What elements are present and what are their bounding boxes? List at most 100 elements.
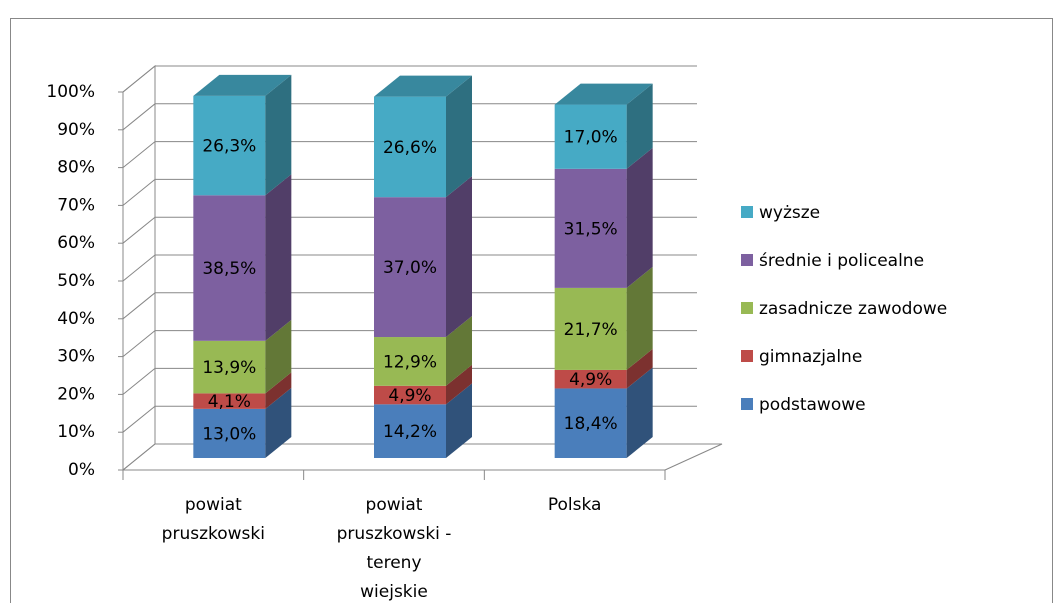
bar-top — [374, 75, 472, 97]
bar-side — [446, 364, 472, 405]
bar-front — [193, 408, 266, 458]
data-label: 12,9% — [383, 352, 437, 372]
y-tick-label: 20% — [57, 384, 95, 404]
bar-side — [626, 348, 653, 389]
bar-top — [554, 83, 653, 105]
bar-front — [374, 337, 446, 386]
bar-front — [554, 369, 627, 389]
data-label: 14,2% — [383, 422, 437, 442]
grid-line — [122, 216, 697, 244]
bar-side — [265, 74, 292, 196]
legend-swatch — [741, 398, 753, 410]
y-tick-label: 80% — [57, 158, 95, 178]
y-tick-label: 90% — [57, 120, 95, 140]
y-tick-label: 60% — [57, 233, 95, 253]
bar-front — [554, 287, 627, 370]
grid-line — [122, 178, 697, 206]
bar-segment — [554, 367, 653, 458]
x-tick-label: Polska — [547, 495, 602, 515]
bar-side — [446, 176, 472, 338]
legend-label: zasadnicze zawodowe — [759, 299, 947, 319]
data-label: 38,5% — [202, 259, 256, 279]
bar-side — [265, 387, 292, 458]
data-label: 31,5% — [564, 219, 618, 239]
bar-front — [374, 96, 446, 198]
bar-segment — [193, 174, 292, 341]
bar-side — [265, 372, 292, 409]
grid-line — [122, 65, 697, 93]
bar-segment — [554, 83, 653, 169]
bar-front — [374, 197, 446, 338]
data-label: 4,9% — [569, 370, 612, 390]
bar-front — [193, 393, 266, 409]
bar-segment — [193, 387, 292, 458]
bar-segment — [374, 383, 472, 458]
grid-line — [122, 367, 697, 395]
bar-front — [374, 385, 446, 405]
bar-side — [446, 75, 472, 198]
bar-front — [374, 404, 446, 458]
bar-front — [193, 195, 266, 341]
grid-line — [122, 330, 697, 357]
bar-segment — [554, 147, 653, 288]
x-tick-label: powiat pruszkowski — [161, 495, 265, 544]
data-label: 17,0% — [564, 128, 618, 148]
grid-line — [122, 103, 697, 131]
data-label: 4,9% — [388, 386, 431, 406]
grid-line — [122, 141, 697, 168]
y-tick-label: 50% — [57, 271, 95, 291]
bar-top — [193, 74, 292, 96]
bar-side — [265, 319, 292, 394]
legend-label: wyższe — [759, 203, 820, 223]
bar-segment — [374, 364, 472, 405]
data-label: 4,1% — [208, 392, 251, 412]
legend-label: gimnazjalne — [759, 347, 862, 367]
data-label: 37,0% — [383, 258, 437, 278]
legend-label: podstawowe — [759, 395, 866, 415]
grid-line — [122, 292, 697, 320]
bar-side — [446, 316, 472, 386]
data-label: 18,4% — [564, 414, 618, 434]
y-tick-label: 10% — [57, 422, 95, 442]
legend-swatch — [741, 206, 753, 218]
bar-side — [265, 174, 292, 341]
y-tick-label: 0% — [68, 460, 95, 480]
bar-segment — [193, 372, 292, 409]
bar-segment — [554, 266, 653, 370]
y-tick-label: 100% — [46, 82, 95, 102]
legend-label: średnie i policealne — [759, 251, 924, 271]
x-tick-label: powiat pruszkowski - tereny wiejskie — [336, 495, 452, 602]
legend-swatch — [741, 350, 753, 362]
bar-front — [554, 104, 627, 169]
grid-line — [122, 443, 697, 471]
bar-front — [193, 340, 266, 394]
bar-front — [193, 95, 266, 196]
bar-side — [446, 383, 472, 458]
data-label: 13,9% — [202, 358, 256, 378]
bar-side — [626, 83, 653, 169]
y-tick-label: 40% — [57, 309, 95, 329]
bar-front — [554, 168, 627, 288]
data-label: 26,3% — [202, 137, 256, 157]
bar-segment — [193, 74, 292, 196]
bar-side — [626, 147, 653, 288]
y-tick-label: 70% — [57, 195, 95, 215]
bar-side — [626, 266, 653, 370]
data-label: 13,0% — [202, 424, 256, 444]
grid-line — [122, 254, 697, 282]
bar-segment — [193, 319, 292, 394]
data-label: 21,7% — [564, 320, 618, 340]
grid-line — [122, 405, 697, 433]
data-label: 26,6% — [383, 138, 437, 158]
legend-swatch — [741, 302, 753, 314]
chart-frame — [10, 18, 1053, 603]
bar-segment — [374, 176, 472, 338]
bar-segment — [374, 316, 472, 386]
legend-swatch — [741, 254, 753, 266]
bar-segment — [554, 348, 653, 389]
bar-segment — [374, 75, 472, 198]
bar-front — [554, 388, 627, 458]
bar-side — [626, 367, 653, 458]
